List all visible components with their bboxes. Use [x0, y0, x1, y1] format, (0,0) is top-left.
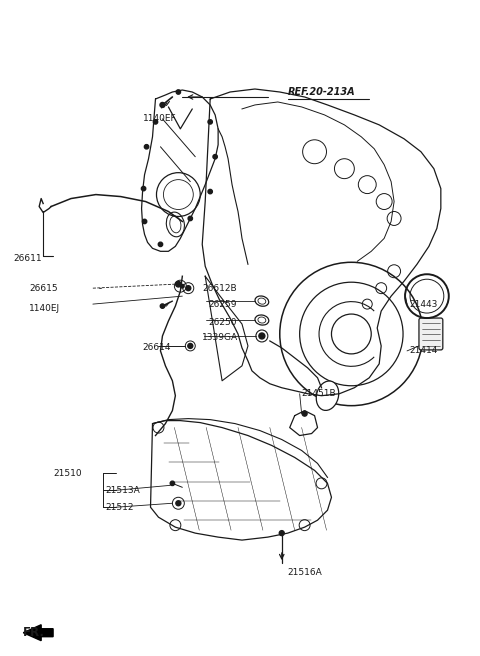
Text: 21414: 21414 [409, 346, 437, 356]
Circle shape [176, 501, 181, 506]
Text: REF.20-213A: REF.20-213A [288, 87, 355, 97]
Text: 26612B: 26612B [202, 283, 237, 293]
Text: 26614: 26614 [143, 343, 171, 352]
Circle shape [142, 186, 146, 191]
Text: FR.: FR. [23, 626, 45, 639]
Circle shape [160, 102, 165, 108]
Circle shape [143, 219, 147, 224]
Text: 26250: 26250 [208, 318, 237, 327]
Text: 21510: 21510 [53, 469, 82, 478]
Circle shape [302, 411, 307, 416]
Circle shape [160, 304, 165, 308]
Text: 21443: 21443 [409, 300, 437, 308]
Circle shape [186, 285, 191, 291]
Text: 26259: 26259 [208, 300, 237, 308]
Circle shape [188, 344, 193, 348]
Text: 26611: 26611 [13, 254, 42, 263]
Text: 21512: 21512 [106, 502, 134, 512]
Circle shape [176, 281, 181, 287]
Circle shape [158, 242, 163, 247]
Circle shape [188, 216, 192, 220]
Text: 1140EF: 1140EF [143, 114, 176, 123]
Circle shape [180, 285, 184, 288]
Polygon shape [23, 625, 53, 641]
Circle shape [176, 90, 180, 94]
Text: 21513A: 21513A [106, 486, 141, 495]
Circle shape [153, 119, 157, 124]
Circle shape [259, 333, 265, 339]
Circle shape [213, 155, 217, 159]
Circle shape [208, 190, 212, 194]
Circle shape [144, 144, 149, 149]
Circle shape [279, 531, 284, 535]
Text: 26615: 26615 [29, 283, 58, 293]
Ellipse shape [316, 381, 339, 411]
Circle shape [208, 119, 212, 124]
Text: 1339GA: 1339GA [202, 333, 239, 342]
Circle shape [170, 481, 175, 485]
Text: 21451B: 21451B [301, 389, 336, 398]
FancyBboxPatch shape [419, 318, 443, 350]
Text: 1140EJ: 1140EJ [29, 304, 60, 313]
Text: 21516A: 21516A [288, 569, 323, 577]
